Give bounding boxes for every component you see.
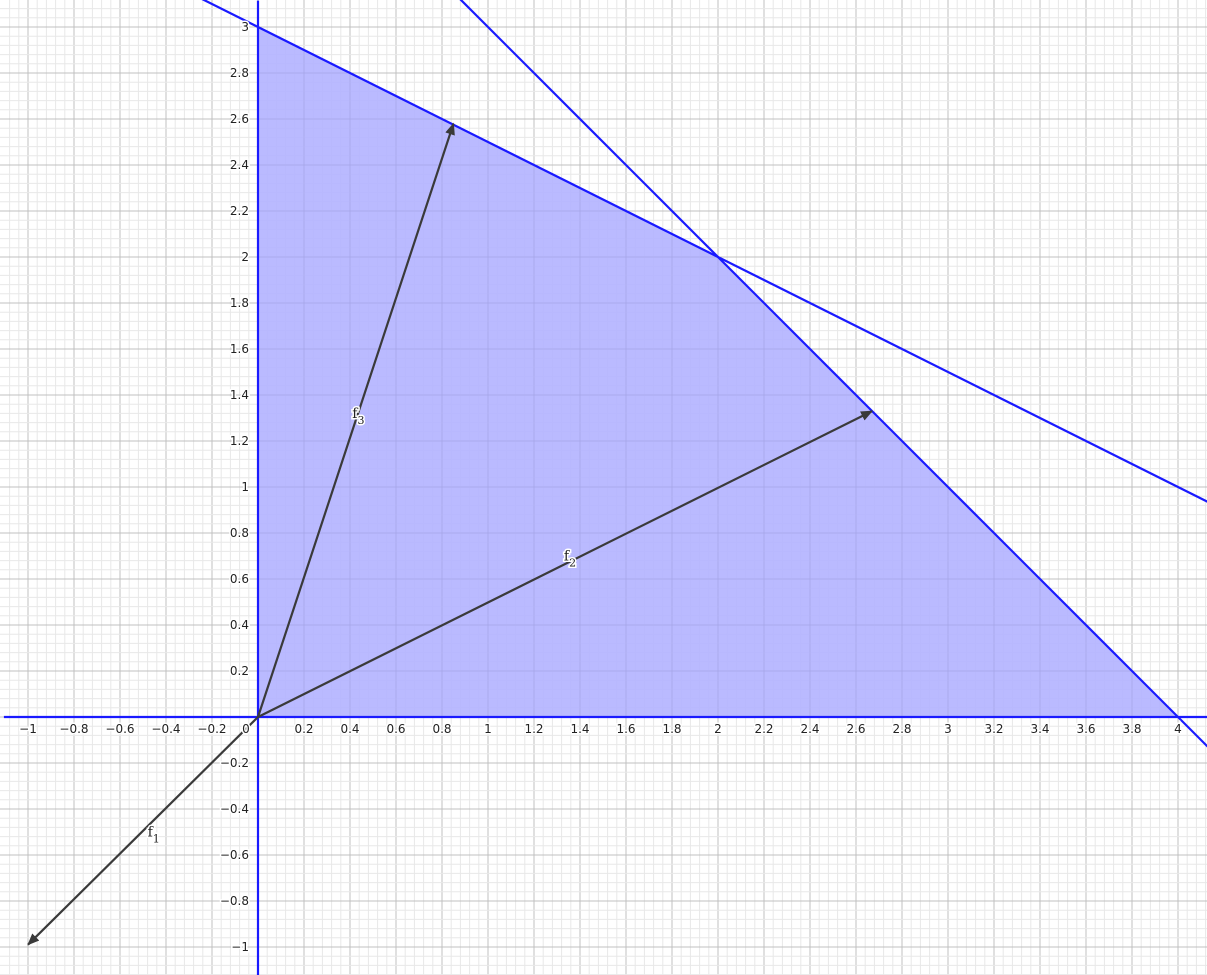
y-tick-label-06-17: −0.6 (220, 848, 249, 862)
y-tick-label-1-10: 1 (241, 480, 249, 494)
y-tick-label-1-19: −1 (231, 940, 249, 954)
y-tick-label-18-6: 1.8 (230, 296, 249, 310)
y-tick-label-22-4: 2.2 (230, 204, 249, 218)
vectors: f1 f2 f3 (27, 122, 873, 946)
x-tick-label-22-16: 2.2 (754, 722, 773, 736)
x-tick-label-26-18: 2.6 (846, 722, 865, 736)
line-1[interactable] (201, 0, 1207, 503)
x-tick-label-2-15: 2 (714, 722, 722, 736)
y-tick-label-02-14: 0.2 (230, 664, 249, 678)
y-tick-label-2-5: 2 (241, 250, 249, 264)
vector-label-f2: f2 (564, 549, 576, 570)
x-tick-label-06-8: 0.6 (386, 722, 405, 736)
x-tick-label-04-3: −0.4 (151, 722, 180, 736)
x-tick-label-28-19: 2.8 (892, 722, 911, 736)
x-tick-label-06-2: −0.6 (105, 722, 134, 736)
x-tick-label-0-5: 0 (242, 722, 250, 736)
x-tick-label-1-10: 1 (484, 722, 492, 736)
y-tick-label-26-2: 2.6 (230, 112, 249, 126)
x-tick-label-24-17: 2.4 (800, 722, 819, 736)
x-tick-label-1-0: −1 (19, 722, 37, 736)
x-tick-label-34-22: 3.4 (1030, 722, 1049, 736)
tick-labels: −1 −0.8 −0.6 −0.4 −0.2 0 0.2 0.4 0.6 0.8 1 1.2 1.4 1.… (18, 19, 1184, 956)
constraint-lines (3, 0, 1207, 975)
x-tick-label-36-23: 3.6 (1076, 722, 1095, 736)
y-tick-label-04-13: 0.4 (230, 618, 249, 632)
y-tick-label-28-1: 2.8 (230, 66, 249, 80)
x-tick-label-08-9: 0.8 (432, 722, 451, 736)
feasible-region (258, 27, 1178, 717)
y-tick-label-06-12: 0.6 (230, 572, 249, 586)
y-tick-label-16-7: 1.6 (230, 342, 249, 356)
y-tick-label-3-0: 3 (241, 20, 249, 34)
x-tick-label-14-12: 1.4 (570, 722, 589, 736)
y-tick-label-08-11: 0.8 (230, 526, 249, 540)
x-tick-label-18-14: 1.8 (662, 722, 681, 736)
x-tick-label-02-4: −0.2 (197, 722, 226, 736)
x-tick-label-02-6: 0.2 (294, 722, 313, 736)
y-tick-label-24-3: 2.4 (230, 158, 249, 172)
y-tick-label-12-9: 1.2 (230, 434, 249, 448)
x-tick-label-04-7: 0.4 (340, 722, 359, 736)
line-2[interactable] (458, 0, 1207, 748)
y-tick-label-08-18: −0.8 (220, 894, 249, 908)
y-tick-label-04-16: −0.4 (220, 802, 249, 816)
x-tick-label-16-13: 1.6 (616, 722, 635, 736)
y-tick-label-02-15: −0.2 (220, 756, 249, 770)
x-tick-label-32-21: 3.2 (984, 722, 1003, 736)
vector-f2[interactable] (257, 410, 873, 718)
x-tick-label-3-20: 3 (944, 722, 952, 736)
y-tick-label-14-8: 1.4 (230, 388, 249, 402)
vector-label-f3: f3 (352, 406, 364, 427)
vector-label-f1: f1 (148, 825, 160, 846)
vector-f3[interactable] (256, 122, 455, 718)
x-tick-label-38-24: 3.8 (1122, 722, 1141, 736)
x-tick-label-12-11: 1.2 (524, 722, 543, 736)
x-tick-label-08-1: −0.8 (59, 722, 88, 736)
vector-f1[interactable] (27, 716, 259, 946)
x-tick-label-4-25: 4 (1174, 722, 1182, 736)
